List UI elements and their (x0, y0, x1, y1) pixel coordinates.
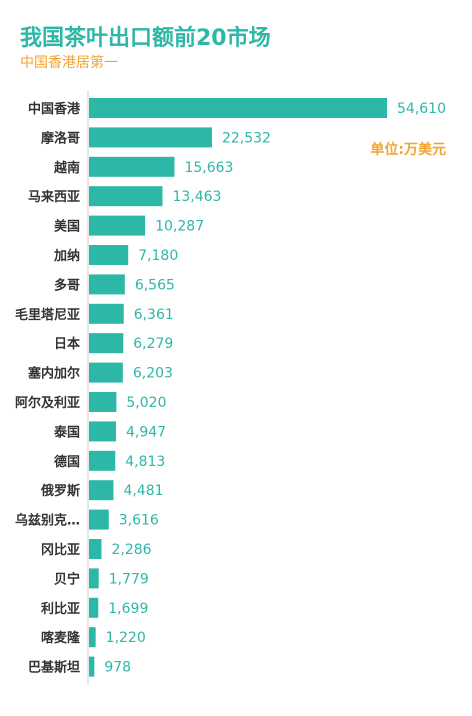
category-label: 美国 (54, 219, 80, 235)
bar (89, 509, 109, 530)
category-label: 阿尔及利亚 (15, 395, 80, 411)
value-label: 1,220 (106, 630, 146, 646)
value-label: 15,663 (184, 160, 233, 176)
category-label: 乌兹别克… (15, 513, 80, 529)
bar (89, 450, 116, 471)
category-label: 德国 (54, 454, 80, 470)
bar (89, 215, 146, 236)
category-label: 加纳 (53, 248, 80, 264)
bar (89, 245, 129, 265)
category-label: 贝宁 (54, 571, 80, 587)
unit-label: 单位:万美元 (370, 142, 446, 158)
bar (89, 392, 117, 412)
value-label: 3,616 (119, 513, 159, 529)
bar (89, 656, 95, 677)
chart-title: 我国茶叶出口额前20市场 (20, 26, 271, 51)
bar (89, 480, 114, 501)
category-label: 冈比亚 (41, 542, 80, 558)
chart-subtitle: 中国香港居第一 (20, 55, 118, 71)
bar (89, 597, 99, 618)
category-label: 越南 (53, 160, 80, 176)
bar (89, 627, 96, 648)
value-label: 7,180 (138, 248, 178, 264)
category-label: 中国香港 (28, 101, 81, 117)
category-label: 摩洛哥 (41, 130, 80, 146)
value-label: 4,481 (123, 483, 163, 499)
category-label: 泰国 (53, 424, 80, 440)
value-label: 10,287 (155, 219, 204, 235)
value-label: 1,699 (108, 601, 148, 617)
bar (89, 333, 124, 354)
value-label: 6,279 (133, 336, 173, 352)
value-label: 6,565 (135, 277, 175, 293)
bar (89, 362, 123, 383)
value-label: 4,947 (126, 424, 166, 440)
bar (89, 568, 99, 589)
bar (89, 127, 212, 148)
bar (89, 98, 387, 118)
category-label: 喀麦隆 (41, 630, 81, 646)
category-label: 俄罗斯 (40, 483, 80, 499)
value-label: 13,463 (172, 189, 221, 205)
value-label: 4,813 (125, 454, 165, 470)
bar (89, 186, 163, 207)
category-label: 塞内加尔 (28, 366, 80, 382)
bar (89, 274, 125, 295)
bar (89, 303, 124, 324)
bar (89, 421, 116, 442)
value-label: 6,361 (134, 307, 174, 323)
bar (89, 156, 175, 177)
category-label: 日本 (54, 336, 80, 352)
value-label: 22,532 (222, 130, 271, 146)
bar (89, 539, 102, 559)
value-label: 978 (104, 660, 131, 676)
value-label: 1,779 (109, 571, 149, 587)
value-label: 5,020 (126, 395, 166, 411)
category-label: 毛里塔尼亚 (15, 307, 80, 323)
category-label: 马来西亚 (28, 189, 80, 205)
category-label: 巴基斯坦 (28, 660, 80, 676)
value-label: 6,203 (133, 366, 173, 382)
category-label: 利比亚 (41, 601, 80, 617)
value-label: 54,610 (397, 101, 446, 117)
value-label: 2,286 (111, 542, 151, 558)
category-label: 多哥 (54, 277, 80, 293)
